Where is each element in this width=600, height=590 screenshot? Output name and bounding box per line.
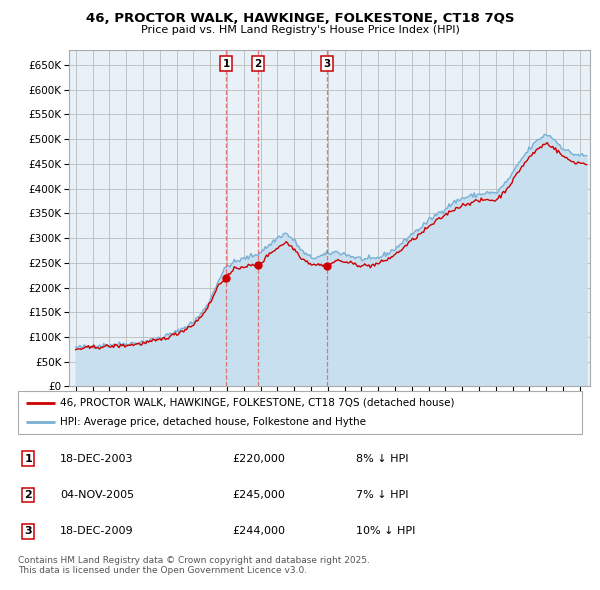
Text: 1: 1 <box>223 58 230 68</box>
Text: HPI: Average price, detached house, Folkestone and Hythe: HPI: Average price, detached house, Folk… <box>60 417 366 427</box>
Text: 2: 2 <box>24 490 32 500</box>
Text: 2: 2 <box>254 58 262 68</box>
Text: Contains HM Land Registry data © Crown copyright and database right 2025.
This d: Contains HM Land Registry data © Crown c… <box>18 556 370 575</box>
Text: Price paid vs. HM Land Registry's House Price Index (HPI): Price paid vs. HM Land Registry's House … <box>140 25 460 35</box>
Text: £244,000: £244,000 <box>232 526 286 536</box>
Text: 04-NOV-2005: 04-NOV-2005 <box>60 490 134 500</box>
Text: 8% ↓ HPI: 8% ↓ HPI <box>356 454 409 464</box>
Text: 18-DEC-2003: 18-DEC-2003 <box>60 454 134 464</box>
Text: 46, PROCTOR WALK, HAWKINGE, FOLKESTONE, CT18 7QS: 46, PROCTOR WALK, HAWKINGE, FOLKESTONE, … <box>86 12 514 25</box>
Text: 3: 3 <box>25 526 32 536</box>
FancyBboxPatch shape <box>18 391 582 434</box>
Text: 18-DEC-2009: 18-DEC-2009 <box>60 526 134 536</box>
Text: 10% ↓ HPI: 10% ↓ HPI <box>356 526 416 536</box>
Text: £245,000: £245,000 <box>232 490 285 500</box>
Text: 3: 3 <box>323 58 331 68</box>
Text: 46, PROCTOR WALK, HAWKINGE, FOLKESTONE, CT18 7QS (detached house): 46, PROCTOR WALK, HAWKINGE, FOLKESTONE, … <box>60 398 455 408</box>
Text: £220,000: £220,000 <box>232 454 285 464</box>
Text: 1: 1 <box>24 454 32 464</box>
Text: 7% ↓ HPI: 7% ↓ HPI <box>356 490 409 500</box>
